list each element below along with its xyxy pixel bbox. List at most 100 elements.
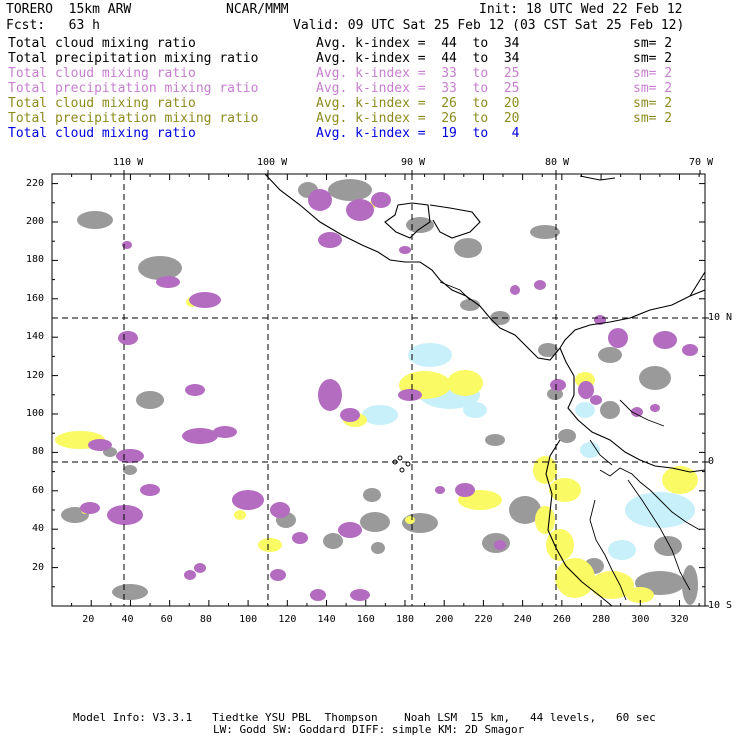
cyan-cloud-area bbox=[408, 343, 452, 367]
yellow-cloud-area bbox=[447, 370, 483, 396]
purple-cloud-area bbox=[292, 532, 308, 544]
gray-cloud-area bbox=[654, 536, 682, 556]
legend-kindex: Avg. k-index = 33 to 25 bbox=[316, 81, 520, 96]
purple-cloud-area bbox=[590, 395, 602, 405]
x-tick-label: 280 bbox=[592, 614, 611, 625]
legend-smoothing: sm= 2 bbox=[633, 81, 673, 96]
purple-cloud-area bbox=[650, 404, 660, 412]
y-tick-label: 80 bbox=[32, 446, 45, 458]
y-tick-label: 100 bbox=[26, 408, 45, 419]
gray-cloud-area bbox=[112, 584, 148, 600]
purple-cloud-area bbox=[88, 439, 112, 451]
purple-cloud-area bbox=[310, 589, 326, 601]
x-tick-label: 100 bbox=[239, 614, 258, 625]
purple-cloud-area bbox=[578, 381, 594, 399]
yellow-cloud-area bbox=[549, 478, 581, 502]
galapagos-island bbox=[405, 461, 411, 467]
cyan-cloud-area bbox=[463, 402, 487, 418]
purple-cloud-area bbox=[510, 285, 520, 295]
y-tick-label: 60 bbox=[32, 484, 45, 496]
coastline bbox=[545, 439, 613, 607]
coastline bbox=[264, 173, 561, 361]
yellow-cloud-area bbox=[258, 538, 282, 552]
gray-cloud-area bbox=[323, 533, 343, 549]
cyan-cloud-area bbox=[580, 442, 600, 458]
cyan-cloud-area bbox=[608, 540, 636, 560]
purple-cloud-area bbox=[116, 449, 144, 463]
purple-cloud-area bbox=[371, 192, 391, 208]
gray-cloud-area bbox=[460, 299, 480, 311]
longitude-label: 110 W bbox=[113, 157, 144, 168]
gray-cloud-area bbox=[598, 347, 622, 363]
legend-field: Total precipitation mixing ratio bbox=[8, 51, 259, 66]
yellow-cloud-area bbox=[546, 529, 574, 561]
country-border bbox=[627, 479, 691, 591]
map-frame bbox=[51, 173, 706, 607]
purple-cloud-area bbox=[653, 331, 677, 349]
gray-cloud-area bbox=[360, 512, 390, 532]
gray-cloud-area bbox=[547, 388, 563, 400]
coastline bbox=[579, 175, 616, 181]
latitude-label: 10 N bbox=[708, 312, 733, 323]
purple-cloud-area bbox=[232, 495, 244, 505]
galapagos-island bbox=[399, 467, 405, 473]
yellow-cloud-area bbox=[533, 456, 557, 484]
country-border bbox=[599, 467, 701, 531]
gray-cloud-area bbox=[490, 311, 510, 325]
purple-cloud-area bbox=[318, 379, 342, 411]
gray-cloud-area bbox=[77, 211, 113, 229]
x-tick-label: 180 bbox=[395, 614, 415, 625]
gray-cloud-area bbox=[406, 217, 434, 233]
purple-cloud-area bbox=[346, 199, 374, 221]
init-time: Init: 18 UTC Wed 22 Feb 12 bbox=[479, 2, 683, 17]
y-tick-label: 200 bbox=[26, 216, 45, 227]
x-tick-label: 20 bbox=[82, 614, 95, 625]
gray-cloud-area bbox=[682, 565, 698, 605]
cyan-cloud-area bbox=[575, 402, 595, 418]
coastline bbox=[429, 204, 481, 239]
purple-cloud-area bbox=[140, 484, 160, 496]
purple-cloud-area bbox=[550, 379, 566, 391]
legend-kindex: Avg. k-index = 44 to 34 bbox=[316, 36, 520, 51]
legend-smoothing: sm= 2 bbox=[633, 51, 673, 66]
purple-cloud-area bbox=[435, 486, 445, 494]
gray-cloud-area bbox=[454, 238, 482, 258]
x-tick-label: 320 bbox=[670, 614, 689, 625]
gray-cloud-area bbox=[138, 256, 182, 280]
gray-cloud-area bbox=[485, 434, 505, 446]
model-info-line2: LW: Godd SW: Goddard DIFF: simple KM: 2D… bbox=[213, 723, 525, 736]
cyan-cloud-area bbox=[625, 492, 695, 528]
purple-cloud-area bbox=[232, 490, 264, 510]
latitude-label: 0 bbox=[708, 456, 715, 467]
x-tick-label: 240 bbox=[513, 614, 532, 625]
purple-cloud-area bbox=[631, 407, 643, 417]
legend-kindex: Avg. k-index = 26 to 20 bbox=[316, 96, 520, 111]
longitude-label: 90 W bbox=[401, 157, 426, 168]
y-tick-label: 20 bbox=[32, 561, 45, 573]
x-tick-label: 80 bbox=[199, 614, 212, 625]
purple-cloud-area bbox=[350, 589, 370, 601]
purple-cloud-area bbox=[213, 426, 237, 438]
legend-field: Total cloud mixing ratio bbox=[8, 66, 196, 81]
forecast-hour: Fcst: 63 h bbox=[6, 18, 100, 33]
gray-cloud-area bbox=[363, 488, 381, 502]
yellow-cloud-area bbox=[626, 587, 654, 603]
legend-kindex: Avg. k-index = 44 to 34 bbox=[316, 51, 520, 66]
yellow-cloud-area bbox=[555, 558, 595, 598]
gray-cloud-area bbox=[530, 225, 560, 239]
purple-cloud-area bbox=[80, 502, 100, 514]
x-tick-label: 120 bbox=[278, 614, 297, 625]
model-info-line1: Model Info: V3.3.1 Tiedtke YSU PBL Thomp… bbox=[73, 711, 656, 724]
country-border bbox=[619, 399, 665, 427]
y-tick-label: 120 bbox=[26, 369, 45, 381]
purple-cloud-area bbox=[494, 540, 506, 550]
x-tick-label: 260 bbox=[552, 614, 571, 625]
purple-cloud-area bbox=[182, 428, 218, 444]
purple-cloud-area bbox=[340, 408, 360, 422]
coastline bbox=[559, 289, 706, 349]
gray-cloud-area bbox=[328, 179, 372, 201]
yellow-cloud-area bbox=[535, 506, 555, 534]
gray-cloud-area bbox=[509, 496, 541, 524]
purple-cloud-area bbox=[338, 522, 362, 538]
x-tick-label: 200 bbox=[435, 614, 454, 625]
